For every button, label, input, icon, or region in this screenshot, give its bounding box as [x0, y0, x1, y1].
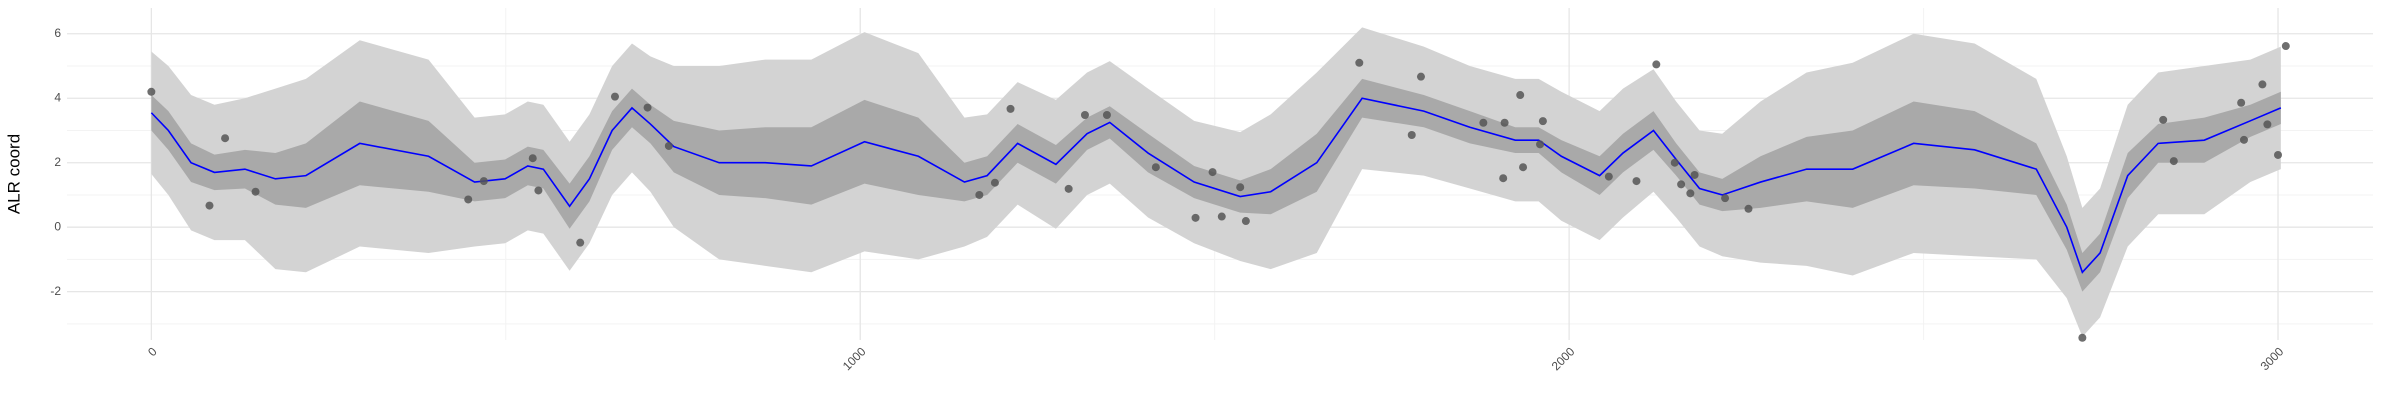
data-point [1236, 183, 1245, 192]
data-point [1500, 118, 1509, 127]
data-point [990, 178, 999, 187]
data-point [221, 134, 230, 143]
data-point [1632, 177, 1641, 186]
data-point [1407, 130, 1416, 139]
data-point [1686, 189, 1695, 198]
data-point [1516, 91, 1525, 100]
data-point [479, 177, 488, 186]
data-point [2169, 157, 2178, 166]
y-tick-label: 0 [54, 219, 61, 233]
data-point [1538, 117, 1547, 126]
data-point [205, 201, 214, 210]
data-point [2258, 80, 2267, 89]
data-point [2239, 135, 2248, 144]
data-point [1519, 163, 1528, 172]
data-point [1217, 212, 1226, 221]
data-point [1102, 111, 1111, 120]
data-point [2263, 120, 2272, 129]
data-point [610, 92, 619, 101]
data-point [1416, 72, 1425, 81]
data-point [1499, 174, 1508, 183]
data-point [1690, 170, 1699, 179]
data-point [2159, 115, 2168, 124]
data-point [2274, 150, 2283, 159]
data-point [2237, 98, 2246, 107]
data-point [1677, 180, 1686, 189]
y-tick-label: 2 [54, 155, 61, 169]
y-tick-label: -2 [50, 284, 61, 298]
data-point [1670, 158, 1679, 167]
data-point [1536, 140, 1545, 149]
data-point [1208, 168, 1217, 177]
data-point [664, 141, 673, 150]
y-tick-label: 4 [54, 90, 61, 104]
data-point [534, 186, 543, 195]
data-point [1721, 194, 1730, 203]
data-point [1744, 204, 1753, 213]
data-point [147, 87, 156, 96]
data-point [1604, 172, 1613, 181]
data-point [975, 190, 984, 199]
data-point [1355, 58, 1364, 67]
data-point [1241, 217, 1250, 226]
data-point [528, 154, 537, 163]
data-point [1064, 184, 1073, 193]
data-point [576, 238, 585, 247]
y-axis-title: ALR coord [4, 134, 23, 214]
data-point [251, 187, 260, 196]
data-point [1479, 118, 1488, 127]
data-point [1652, 60, 1661, 69]
data-point [1006, 104, 1015, 113]
y-tick-label: 6 [54, 26, 61, 40]
data-point [1151, 163, 1160, 172]
mean-line [150, 97, 2282, 274]
data-point [2281, 42, 2290, 51]
data-point [643, 103, 652, 112]
data-point [464, 195, 473, 204]
ribbon [151, 78, 2281, 292]
data-point [2078, 333, 2087, 342]
data-point [1191, 213, 1200, 222]
data-point [1080, 111, 1089, 120]
